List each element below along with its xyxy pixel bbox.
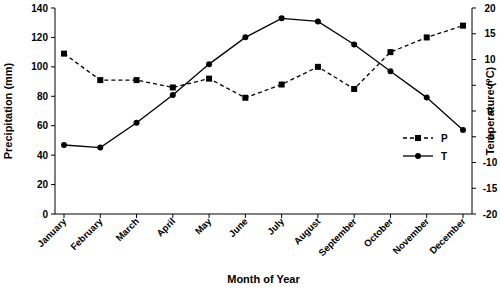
x-axis-line — [55, 214, 472, 215]
x-tick — [172, 214, 173, 218]
y-tick-label: 40 — [37, 150, 49, 161]
data-point — [170, 92, 176, 98]
y2-tick-label: 15 — [484, 28, 496, 39]
x-tick — [317, 214, 318, 218]
x-tick-label: May — [193, 215, 214, 236]
x-tick-label: December — [427, 215, 467, 255]
y2-tick — [472, 8, 476, 9]
data-point — [242, 34, 248, 40]
y-tick — [51, 214, 55, 215]
x-tick-label: January — [35, 215, 69, 249]
y-tick — [51, 155, 55, 156]
data-point — [97, 77, 103, 83]
data-point — [61, 142, 67, 148]
y-axis-title: Precipitation (mm) — [2, 62, 14, 159]
y-tick — [51, 184, 55, 185]
legend-marker — [415, 153, 421, 159]
x-axis-title: Month of Year — [227, 273, 300, 285]
data-point — [424, 95, 430, 101]
y-tick — [51, 37, 55, 38]
y2-tick — [472, 188, 476, 189]
y-axis-line — [55, 8, 56, 214]
y-tick-label: 100 — [31, 61, 48, 72]
legend-marker — [415, 135, 421, 141]
y2-tick-label: 20 — [484, 3, 496, 14]
y2-tick — [472, 162, 476, 163]
y2-tick-label: 10 — [484, 54, 496, 65]
x-tick — [245, 214, 246, 218]
data-point — [170, 84, 176, 90]
x-tick — [100, 214, 101, 218]
x-tick-label: September — [316, 215, 359, 258]
y-tick-label: 80 — [37, 91, 49, 102]
data-point — [206, 61, 212, 67]
y2-tick-label: -10 — [483, 157, 498, 168]
legend: PT — [403, 133, 448, 162]
x-tick-label: April — [154, 216, 177, 239]
data-point — [315, 18, 321, 24]
x-tick — [390, 214, 391, 218]
plot-area — [61, 15, 466, 150]
chart: 020406080100120140-20-15-10-505101520Jan… — [0, 0, 500, 289]
x-tick — [463, 214, 464, 218]
x-tick-label: June — [226, 216, 249, 239]
series-line — [64, 18, 463, 147]
x-tick — [64, 214, 65, 218]
data-point — [279, 82, 285, 88]
x-tick — [281, 214, 282, 218]
y2-tick — [472, 214, 476, 215]
data-point — [279, 15, 285, 21]
x-tick — [209, 214, 210, 218]
y-tick — [51, 66, 55, 67]
y-tick — [51, 96, 55, 97]
y2-axis-title: Temperature (°C) — [484, 66, 496, 155]
y2-tick — [472, 85, 476, 86]
y-tick-label: 60 — [37, 120, 49, 131]
x-tick-label: July — [265, 215, 287, 237]
y-tick — [51, 125, 55, 126]
data-point — [460, 127, 466, 133]
data-point — [242, 95, 248, 101]
y-tick-label: 120 — [31, 32, 48, 43]
data-point — [351, 42, 357, 48]
legend-label: P — [441, 133, 448, 144]
y2-tick — [472, 136, 476, 137]
x-tick — [354, 214, 355, 218]
series-line — [64, 26, 463, 98]
x-tick — [426, 214, 427, 218]
legend-label: T — [441, 151, 447, 162]
data-point — [134, 77, 140, 83]
x-tick-label: March — [113, 215, 141, 243]
y-tick — [51, 8, 55, 9]
data-point — [424, 34, 430, 40]
data-point — [351, 86, 357, 92]
y2-tick-label: -15 — [483, 183, 498, 194]
x-tick — [136, 214, 137, 218]
y-tick-label: 0 — [42, 209, 48, 220]
x-tick-label: November — [391, 215, 432, 256]
data-point — [134, 120, 140, 126]
data-point — [387, 49, 393, 55]
y-tick-label: 20 — [37, 179, 49, 190]
y2-tick — [472, 59, 476, 60]
y2-tick — [472, 33, 476, 34]
data-point — [61, 51, 67, 57]
data-point — [460, 23, 466, 29]
data-point — [206, 76, 212, 82]
data-point — [387, 68, 393, 74]
data-point — [97, 145, 103, 151]
x-tick-label: February — [68, 215, 105, 252]
y-tick-label: 140 — [31, 3, 48, 14]
y2-tick — [472, 111, 476, 112]
x-tick-label: October — [361, 215, 395, 249]
data-point — [315, 64, 321, 70]
y2-tick-label: -20 — [483, 209, 498, 220]
x-tick-label: August — [291, 215, 323, 247]
